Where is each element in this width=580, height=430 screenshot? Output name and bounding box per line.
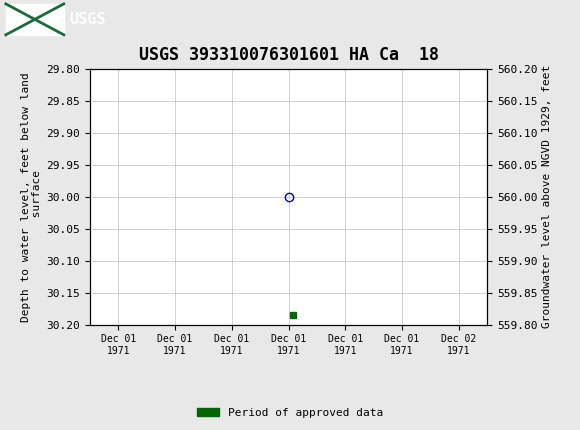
Legend: Period of approved data: Period of approved data	[193, 403, 387, 422]
Title: USGS 393310076301601 HA Ca  18: USGS 393310076301601 HA Ca 18	[139, 46, 438, 64]
Y-axis label: Depth to water level, feet below land
 surface: Depth to water level, feet below land su…	[21, 72, 42, 322]
Text: USGS: USGS	[70, 12, 106, 27]
Bar	[6, 4, 64, 35]
Y-axis label: Groundwater level above NGVD 1929, feet: Groundwater level above NGVD 1929, feet	[542, 65, 552, 329]
